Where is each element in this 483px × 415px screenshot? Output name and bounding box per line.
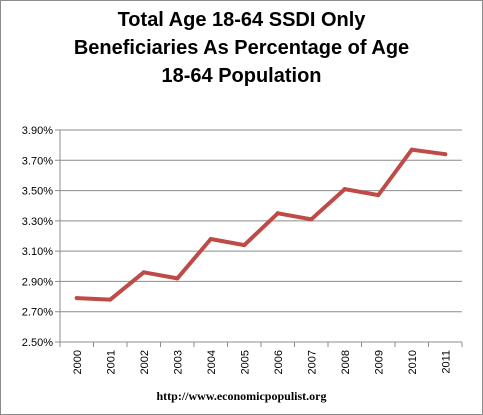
data-point: [309, 217, 314, 222]
x-tick-label: 2007: [306, 350, 318, 374]
data-point: [141, 270, 146, 275]
x-tick-label: 2010: [407, 350, 419, 374]
chart-title-line-3: 18-64 Population: [161, 65, 322, 87]
x-tick-label: 2002: [139, 350, 151, 374]
y-tick-label: 3.10%: [22, 246, 53, 258]
data-point: [242, 243, 247, 248]
chart-title-line-2: Beneficiaries As Percentage of Age: [73, 37, 410, 59]
series-line: [74, 147, 448, 302]
x-tick-label: 2004: [206, 350, 218, 374]
x-axis-ticks: 2000 2001 2002 2003 2004 2005 2006 2007 2008 2009…: [72, 350, 453, 374]
data-point: [275, 211, 280, 216]
data-point: [208, 237, 213, 242]
axes: [55, 129, 463, 347]
x-tick-label: 2008: [340, 350, 352, 374]
y-tick-label: 3.70%: [22, 155, 53, 167]
x-tick-label: 2009: [373, 350, 385, 374]
x-tick-label: 2006: [273, 350, 285, 374]
data-point: [342, 187, 347, 192]
x-tick-label: 2003: [172, 350, 184, 374]
x-tick-label: 2011: [440, 350, 452, 374]
y-tick-label: 2.70%: [22, 307, 53, 319]
x-tick-label: 2001: [105, 350, 117, 374]
data-point: [108, 297, 113, 302]
y-axis-ticks: 2.50% 2.70% 2.90% 3.10% 3.30% 3.50% 3.70% 3.90%: [22, 125, 53, 349]
y-tick-label: 2.50%: [22, 337, 53, 349]
y-tick-label: 3.90%: [22, 125, 53, 137]
data-point: [443, 152, 448, 157]
y-tick-label: 2.90%: [22, 276, 53, 288]
data-point: [376, 193, 381, 198]
chart-title-line-1: Total Age 18-64 SSDI Only: [117, 9, 366, 31]
x-tick-label: 2005: [239, 350, 251, 374]
y-tick-label: 3.50%: [22, 186, 53, 198]
gridlines: [60, 129, 462, 313]
data-point: [175, 276, 180, 281]
chart-title: Total Age 18-64 SSDI Only Beneficiaries …: [0, 6, 483, 90]
data-point: [74, 296, 79, 301]
series-group: [74, 147, 448, 302]
source-url: http://www.economicpopulist.org: [156, 389, 327, 403]
y-tick-label: 3.30%: [22, 216, 53, 228]
data-point: [409, 147, 414, 152]
x-tick-label: 2000: [72, 350, 84, 374]
